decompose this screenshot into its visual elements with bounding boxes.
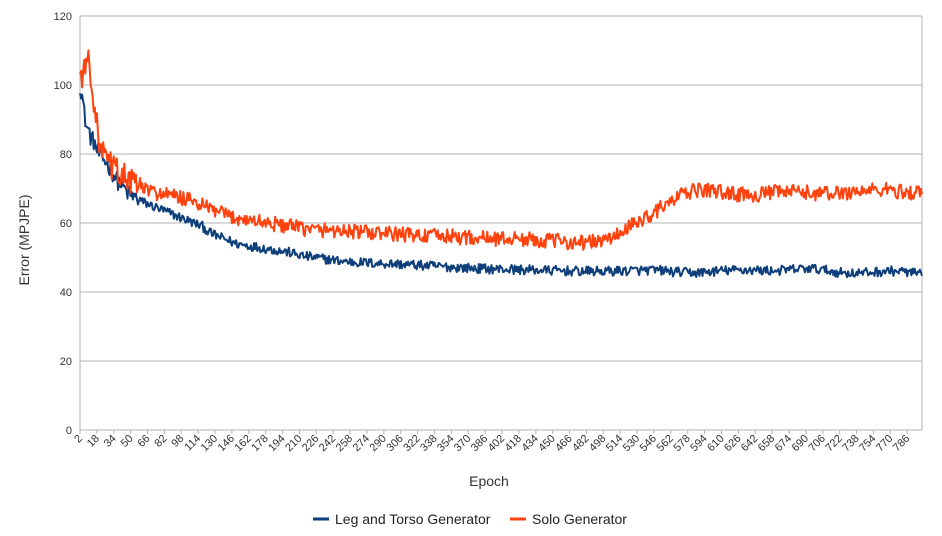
legend-label-solo: Solo Generator [532, 511, 627, 527]
gridlines [80, 15, 922, 431]
legend-label-leg-and-torso: Leg and Torso Generator [335, 511, 491, 527]
x-tick-label: 18 [85, 433, 102, 450]
y-tick-label: 20 [60, 356, 72, 368]
y-tick-label: 80 [60, 149, 72, 161]
axes [79, 16, 923, 434]
x-tick-label: 82 [152, 433, 169, 450]
y-axis-title: Error (MPJPE) [16, 195, 32, 286]
legend: Leg and Torso Generator Solo Generator [313, 511, 627, 527]
y-tick-labels: 0 20 40 60 80 100 120 [54, 11, 72, 437]
x-tick-labels: 2 18 34 50 66 82 98114130146162178194210226242… [72, 433, 912, 454]
x-tick-label: 786 [891, 433, 912, 454]
y-tick-label: 60 [60, 218, 72, 230]
y-tick-label: 100 [54, 80, 72, 92]
series-line-leg-and-torso [79, 93, 923, 279]
series-line-solo [79, 49, 923, 251]
x-tick-label: 34 [102, 433, 119, 450]
y-tick-label: 0 [66, 425, 72, 437]
x-axis-title: Epoch [469, 473, 509, 489]
y-tick-label: 40 [60, 287, 72, 299]
series-lines [79, 49, 923, 279]
x-tick-label: 66 [136, 433, 153, 450]
x-tick-label: 2 [72, 433, 85, 446]
y-tick-label: 120 [54, 11, 72, 23]
x-tick-label: 50 [119, 433, 136, 450]
